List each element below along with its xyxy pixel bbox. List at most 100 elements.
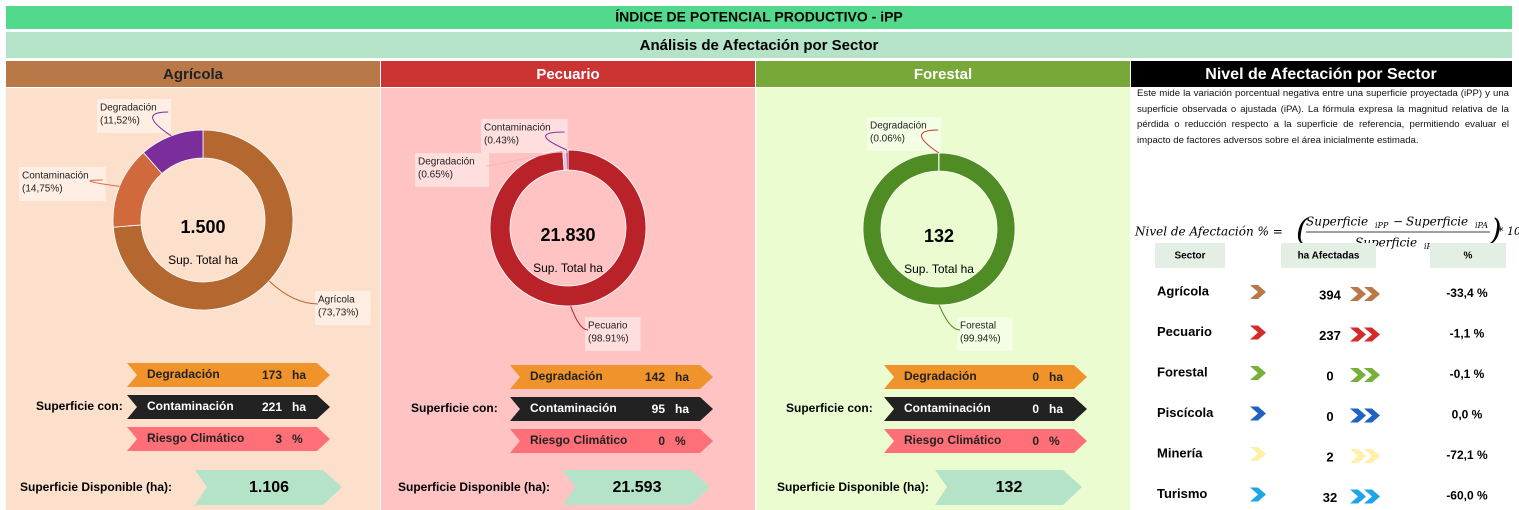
formula-sub-a: iPP xyxy=(1375,221,1389,230)
available-shape xyxy=(195,470,342,505)
badge-unit: ha xyxy=(675,370,689,384)
badge-name: Degradación xyxy=(147,367,220,381)
badge-name: Riesgo Climático xyxy=(530,433,627,447)
badge-name: Contaminación xyxy=(530,401,617,415)
row-pct: -60,0 % xyxy=(1446,489,1488,503)
row-pct: 0,0 % xyxy=(1452,408,1483,422)
formula-paren: ( xyxy=(1296,213,1309,248)
slice-value-label: (14,75%) xyxy=(22,184,63,195)
chevron xyxy=(1250,447,1266,461)
badge-unit: % xyxy=(1049,434,1060,448)
formula-paren: ) xyxy=(1489,213,1502,248)
slice-label: Forestal xyxy=(960,321,996,332)
chevron xyxy=(1250,487,1266,502)
available-shape xyxy=(563,470,710,505)
title: ÍNDICE DE POTENCIAL PRODUCTIVO - iPP xyxy=(615,9,903,25)
row-ha: 2 xyxy=(1326,449,1333,464)
total-label: Sup. Total ha xyxy=(533,261,603,275)
slice-value-label: (99.94%) xyxy=(960,334,1001,345)
panel-title: Agrícola xyxy=(163,66,224,83)
badge-unit: ha xyxy=(675,402,689,416)
badge-unit: ha xyxy=(1049,402,1063,416)
panel-header xyxy=(6,61,380,87)
donut-slice xyxy=(565,149,569,171)
label-box xyxy=(315,291,371,325)
badge-unit: % xyxy=(292,432,303,446)
chevron xyxy=(1364,327,1380,342)
badge-name: Degradación xyxy=(904,369,977,383)
total-value: 1.500 xyxy=(180,217,225,237)
badge-value: 0 xyxy=(1032,370,1039,384)
badge-value: 0 xyxy=(1032,434,1039,448)
slice-label: Pecuario xyxy=(588,321,628,332)
panel-title: Pecuario xyxy=(536,66,599,83)
total-label: Sup. Total ha xyxy=(904,262,974,276)
chevron xyxy=(1364,449,1380,463)
panel-title: Forestal xyxy=(914,66,972,83)
row-pct: -0,1 % xyxy=(1450,367,1485,381)
leader-line xyxy=(920,129,940,154)
leader-line xyxy=(570,305,589,331)
slice-label: Contaminación xyxy=(484,123,551,134)
badge xyxy=(884,365,1087,389)
available-value: 21.593 xyxy=(613,479,662,496)
badge-unit: ha xyxy=(1049,370,1063,384)
available-shape xyxy=(935,470,1082,505)
total-value: 132 xyxy=(924,226,954,246)
badge xyxy=(127,427,330,451)
slice-value-label: (73,73%) xyxy=(318,308,359,319)
row-ha: 32 xyxy=(1323,490,1337,505)
total-value: 21.830 xyxy=(540,225,595,245)
donut-slice xyxy=(862,152,1016,306)
chevron xyxy=(1250,366,1266,380)
slice-value-label: (0.65%) xyxy=(418,170,453,181)
donut-slice xyxy=(112,129,294,311)
badge xyxy=(510,365,713,389)
slice-value-label: (0.43%) xyxy=(484,136,519,147)
slice-label: Degradación xyxy=(418,157,475,168)
leader-line xyxy=(545,131,568,151)
badge-value: 3 xyxy=(275,432,282,446)
leader-line xyxy=(268,280,319,305)
slice-label: Degradación xyxy=(870,121,927,132)
chevron xyxy=(1350,449,1366,463)
chevron xyxy=(1364,287,1380,301)
chevron xyxy=(1250,285,1266,299)
row-ha: 0 xyxy=(1326,409,1333,424)
subtitle: Análisis de Afectación por Sector xyxy=(640,37,879,54)
chevron xyxy=(1364,408,1380,423)
description: Este mide la variación porcentual negati… xyxy=(1137,88,1509,146)
available-label: Superficie Disponible (ha): xyxy=(777,480,929,494)
row-sector: Piscícola xyxy=(1157,405,1214,420)
table-header-cell xyxy=(1430,243,1506,268)
title-bar xyxy=(6,6,1512,29)
leader-line xyxy=(938,304,961,331)
label-box xyxy=(481,119,568,153)
badge-value: 0 xyxy=(658,434,665,448)
badge-unit: ha xyxy=(292,400,306,414)
row-pct: -33,4 % xyxy=(1446,286,1488,300)
table-header: % xyxy=(1464,251,1473,262)
label-box xyxy=(415,153,490,187)
leader-line xyxy=(486,149,565,167)
summary-title: Nivel de Afectación por Sector xyxy=(1205,66,1436,83)
available-value: 132 xyxy=(996,479,1023,496)
subtitle-bar xyxy=(6,32,1512,58)
badge xyxy=(510,397,713,421)
badge xyxy=(884,429,1087,453)
badge-value: 95 xyxy=(652,402,666,416)
label-box xyxy=(97,99,172,133)
chevron xyxy=(1350,408,1366,423)
formula-lhs: Nivel de Afectación % = xyxy=(1134,225,1283,239)
badge xyxy=(127,395,330,419)
leader-line xyxy=(89,179,120,187)
summary-header xyxy=(1131,61,1512,87)
label-box xyxy=(585,317,641,351)
badge-unit: ha xyxy=(292,368,306,382)
row-sector: Pecuario xyxy=(1157,324,1212,339)
row-sector: Agrícola xyxy=(1157,283,1210,298)
slice-value-label: (11,52%) xyxy=(100,116,140,127)
badge xyxy=(127,363,330,387)
row-ha: 394 xyxy=(1319,287,1341,302)
slice-value-label: (0.06%) xyxy=(870,134,905,145)
